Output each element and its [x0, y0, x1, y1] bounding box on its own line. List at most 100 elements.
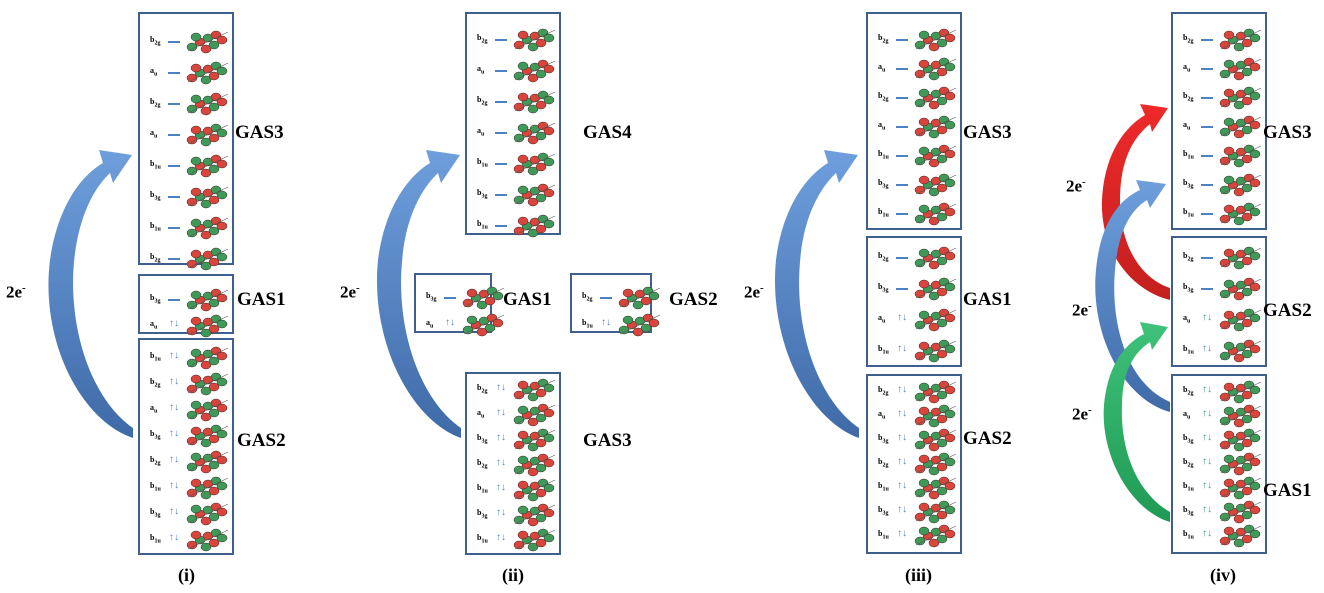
molecular-orbital-image: [186, 216, 229, 240]
molecular-orbital-image: [513, 428, 556, 452]
energy-level-line: [495, 70, 507, 72]
orbital-row: au ↑↓: [140, 314, 232, 338]
orbital-row: au ↑↓: [868, 308, 960, 332]
electron-pair-icon: ↑↓: [897, 343, 907, 354]
energy-level-line: [896, 184, 908, 186]
orbital-row: b1u ↑↓: [868, 476, 960, 500]
panel-label: (iii): [905, 565, 932, 585]
energy-level-line: [168, 103, 180, 105]
orbital-row: b2g ↑↓: [140, 450, 232, 474]
molecular-orbital-image: [186, 476, 229, 500]
orbital-symmetry-label: b1u: [878, 207, 889, 219]
orbital-symmetry-label: b3g: [426, 291, 437, 303]
orbital-row: b1u ↑↓: [467, 478, 559, 502]
orbital-symmetry-label: b2g: [878, 33, 889, 45]
orbital-row: b3g: [1173, 277, 1265, 301]
molecular-orbital-image: [513, 453, 556, 477]
molecular-orbital-image: [914, 476, 957, 500]
molecular-orbital-image: [914, 115, 957, 139]
molecular-orbital-image: [462, 286, 505, 310]
electron-pair-icon: ↑↓: [496, 407, 506, 418]
electron-pair-icon: ↑↓: [897, 384, 907, 395]
orbital-symmetry-label: b2g: [1183, 33, 1194, 45]
electron-pair-icon: ↑↓: [897, 528, 907, 539]
orbital-symmetry-label: b1u: [1183, 344, 1194, 356]
orbital-row: b3g ↑↓: [467, 428, 559, 452]
orbital-row: b3g ↑↓: [140, 502, 232, 526]
gas-box-p2-gas4: b2g au b2g au b1u b3g b1u: [465, 12, 561, 238]
orbital-row: au: [868, 115, 960, 139]
electron-pair-icon: ↑↓: [445, 317, 455, 328]
orbital-row: b1u ↑↓: [1173, 476, 1265, 500]
orbital-row: au: [140, 123, 232, 147]
orbital-symmetry-label: b1u: [477, 219, 488, 231]
orbital-symmetry-label: au: [150, 403, 158, 415]
orbital-row: b3g ↑↓: [140, 424, 232, 448]
gas-label: GAS3: [235, 122, 284, 143]
orbital-symmetry-label: b1u: [150, 221, 161, 233]
energy-level-line: [168, 72, 180, 74]
excitation-arrow-iv-green: [1103, 322, 1170, 522]
orbital-symmetry-label: b2g: [878, 385, 889, 397]
electron-pair-icon: ↑↓: [169, 506, 179, 517]
orbital-row: b1u ↑↓: [140, 346, 232, 370]
electron-count-label: 2e-: [744, 282, 764, 302]
orbital-row: b3g: [140, 185, 232, 209]
molecular-orbital-image: [186, 123, 229, 147]
energy-level-line: [1201, 155, 1213, 157]
orbital-row: b1u ↑↓: [467, 528, 559, 552]
electron-pair-icon: ↑↓: [169, 428, 179, 439]
orbital-row: b2g ↑↓: [467, 378, 559, 402]
electron-pair-icon: ↑↓: [897, 480, 907, 491]
orbital-row: b1u ↑↓: [140, 528, 232, 552]
electron-pair-icon: ↑↓: [169, 376, 179, 387]
gas-box-p3-gas3: b2g au b2g au b1u b3g b1u: [866, 12, 962, 230]
molecular-orbital-image: [914, 173, 957, 197]
orbital-row: b2g: [467, 28, 559, 52]
electron-pair-icon: ↑↓: [1202, 456, 1212, 467]
orbital-symmetry-label: b1u: [1183, 207, 1194, 219]
orbital-symmetry-label: b3g: [1183, 178, 1194, 190]
orbital-row: b1u: [868, 202, 960, 226]
molecular-orbital-image: [513, 403, 556, 427]
orbital-row: au ↑↓: [467, 403, 559, 427]
orbital-symmetry-label: au: [426, 318, 434, 330]
gas-box-p1-gas1: b3g au ↑↓: [138, 274, 234, 338]
orbital-row: b1u ↑↓: [868, 339, 960, 363]
orbital-row: au: [140, 61, 232, 85]
energy-level-line: [495, 101, 507, 103]
excitation-arrow-iv-red: [1101, 104, 1170, 300]
orbital-row: b1u ↑↓: [140, 476, 232, 500]
energy-level-line: [1201, 257, 1213, 259]
electron-pair-icon: ↑↓: [496, 482, 506, 493]
panel-label: (ii): [502, 565, 524, 585]
molecular-orbital-image: [513, 214, 556, 238]
orbital-symmetry-label: b1u: [1183, 529, 1194, 541]
orbital-symmetry-label: b3g: [150, 429, 161, 441]
molecular-orbital-image: [1219, 202, 1262, 226]
orbital-symmetry-label: au: [878, 62, 886, 74]
gas-label: GAS3: [963, 122, 1012, 143]
energy-level-line: [168, 196, 180, 198]
gas-label: GAS2: [963, 428, 1012, 449]
gas-label: GAS1: [237, 289, 286, 310]
energy-level-line: [896, 288, 908, 290]
molecular-orbital-image: [1219, 428, 1262, 452]
orbital-row: au: [467, 121, 559, 145]
electron-pair-icon: ↑↓: [169, 402, 179, 413]
orbital-row: au ↑↓: [416, 313, 505, 337]
orbital-symmetry-label: b2g: [878, 91, 889, 103]
orbital-row: b2g ↑↓: [868, 452, 960, 476]
orbital-row: b2g: [868, 28, 960, 52]
orbital-row: b1u ↑↓: [1173, 339, 1265, 363]
energy-level-line: [1201, 126, 1213, 128]
gas-box-p4-gas3: b2g au b2g au b1u b3g b1u: [1171, 12, 1267, 230]
panel-label: (iv): [1210, 565, 1236, 585]
molecular-orbital-image: [1219, 404, 1262, 428]
molecular-orbital-image: [186, 30, 229, 54]
molecular-orbital-image: [1219, 144, 1262, 168]
orbital-row: au ↑↓: [1173, 404, 1265, 428]
orbital-symmetry-label: au: [1183, 120, 1191, 132]
gas-box-p2-gas3: b2g ↑↓ au ↑↓ b3g ↑↓ b2g ↑↓ b1u ↑↓ b3g ↑↓ b1u ↑↓: [465, 372, 561, 555]
